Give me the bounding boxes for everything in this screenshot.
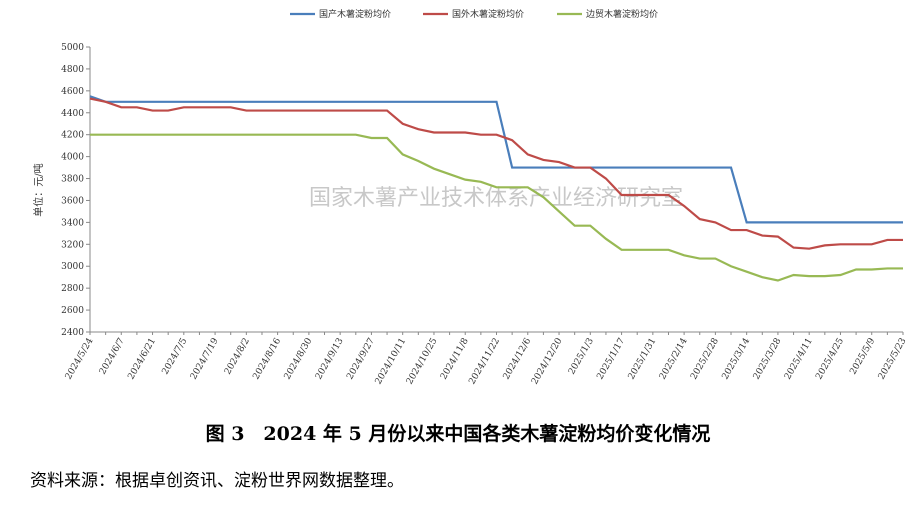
y-tick-label: 4400	[61, 109, 84, 119]
legend-label: 国外木薯淀粉均价	[452, 8, 524, 20]
series-line	[89, 95, 903, 224]
x-tick-label: 2024/7/5	[161, 336, 190, 376]
x-tick-label: 2025/5/23	[877, 336, 909, 381]
x-tick-label: 2024/9/13	[314, 336, 346, 381]
x-tick-label: 2024/7/19	[189, 336, 221, 381]
x-tick-label: 2024/8/2	[223, 337, 252, 377]
y-tick-label: 2600	[61, 306, 84, 316]
source-note: 资料来源：根据卓创资讯、淀粉世界网数据整理。	[30, 471, 404, 491]
x-tick-label: 2025/1/17	[595, 336, 627, 381]
x-tick-label: 2024/8/16	[251, 336, 283, 381]
x-tick-label: 2025/1/3	[567, 336, 596, 376]
x-tick-label: 2024/10/11	[374, 337, 409, 387]
series-line	[89, 97, 903, 250]
watermark: 国家木薯产业技术体系产业经济研究室	[309, 186, 683, 211]
x-tick-label: 2025/2/28	[689, 336, 721, 381]
y-tick-label: 3400	[61, 218, 84, 228]
x-tick-label: 2024/11/8	[439, 336, 471, 381]
y-axis-label: 单位：元/吨	[32, 163, 45, 216]
y-tick-label: 2800	[61, 284, 84, 294]
y-tick-label: 4200	[61, 131, 84, 141]
x-tick-label: 2024/11/22	[468, 337, 503, 387]
y-tick-label: 3600	[61, 196, 84, 206]
y-tick-label: 3800	[61, 175, 84, 185]
x-tick-label: 2024/9/27	[345, 336, 377, 381]
y-tick-label: 2400	[61, 328, 84, 338]
x-tick-label: 2024/8/30	[283, 336, 315, 381]
y-tick-label: 4000	[61, 153, 84, 163]
x-tick-label: 2024/10/25	[405, 336, 440, 386]
y-tick-label: 4600	[61, 87, 84, 97]
y-tick-label: 4800	[61, 65, 84, 75]
x-tick-label: 2025/4/25	[814, 336, 846, 381]
x-tick-label: 2024/6/7	[98, 336, 127, 376]
legend-label: 边贸木薯淀粉均价	[586, 8, 658, 20]
x-tick-label: 2025/3/28	[752, 336, 784, 381]
x-tick-label: 2025/4/11	[783, 337, 815, 382]
y-tick-label: 3200	[61, 240, 84, 250]
x-tick-label: 2024/6/21	[126, 337, 158, 382]
x-tick-label: 2024/5/24	[64, 336, 96, 381]
x-tick-label: 2024/12/6	[502, 336, 534, 381]
series-line	[90, 133, 903, 282]
y-tick-label: 5000	[61, 43, 84, 53]
y-tick-label: 3000	[61, 262, 84, 272]
x-tick-label: 2024/12/20	[530, 336, 565, 386]
x-tick-label: 2025/2/14	[658, 336, 690, 381]
figure-caption: 图 3 2024 年 5 月份以来中国各类木薯淀粉均价变化情况	[206, 422, 711, 445]
x-tick-label: 2025/1/31	[627, 337, 659, 382]
x-tick-label: 2025/3/14	[721, 336, 753, 381]
x-tick-label: 2025/5/9	[848, 336, 877, 376]
legend-label: 国产木薯淀粉均价	[319, 8, 391, 20]
